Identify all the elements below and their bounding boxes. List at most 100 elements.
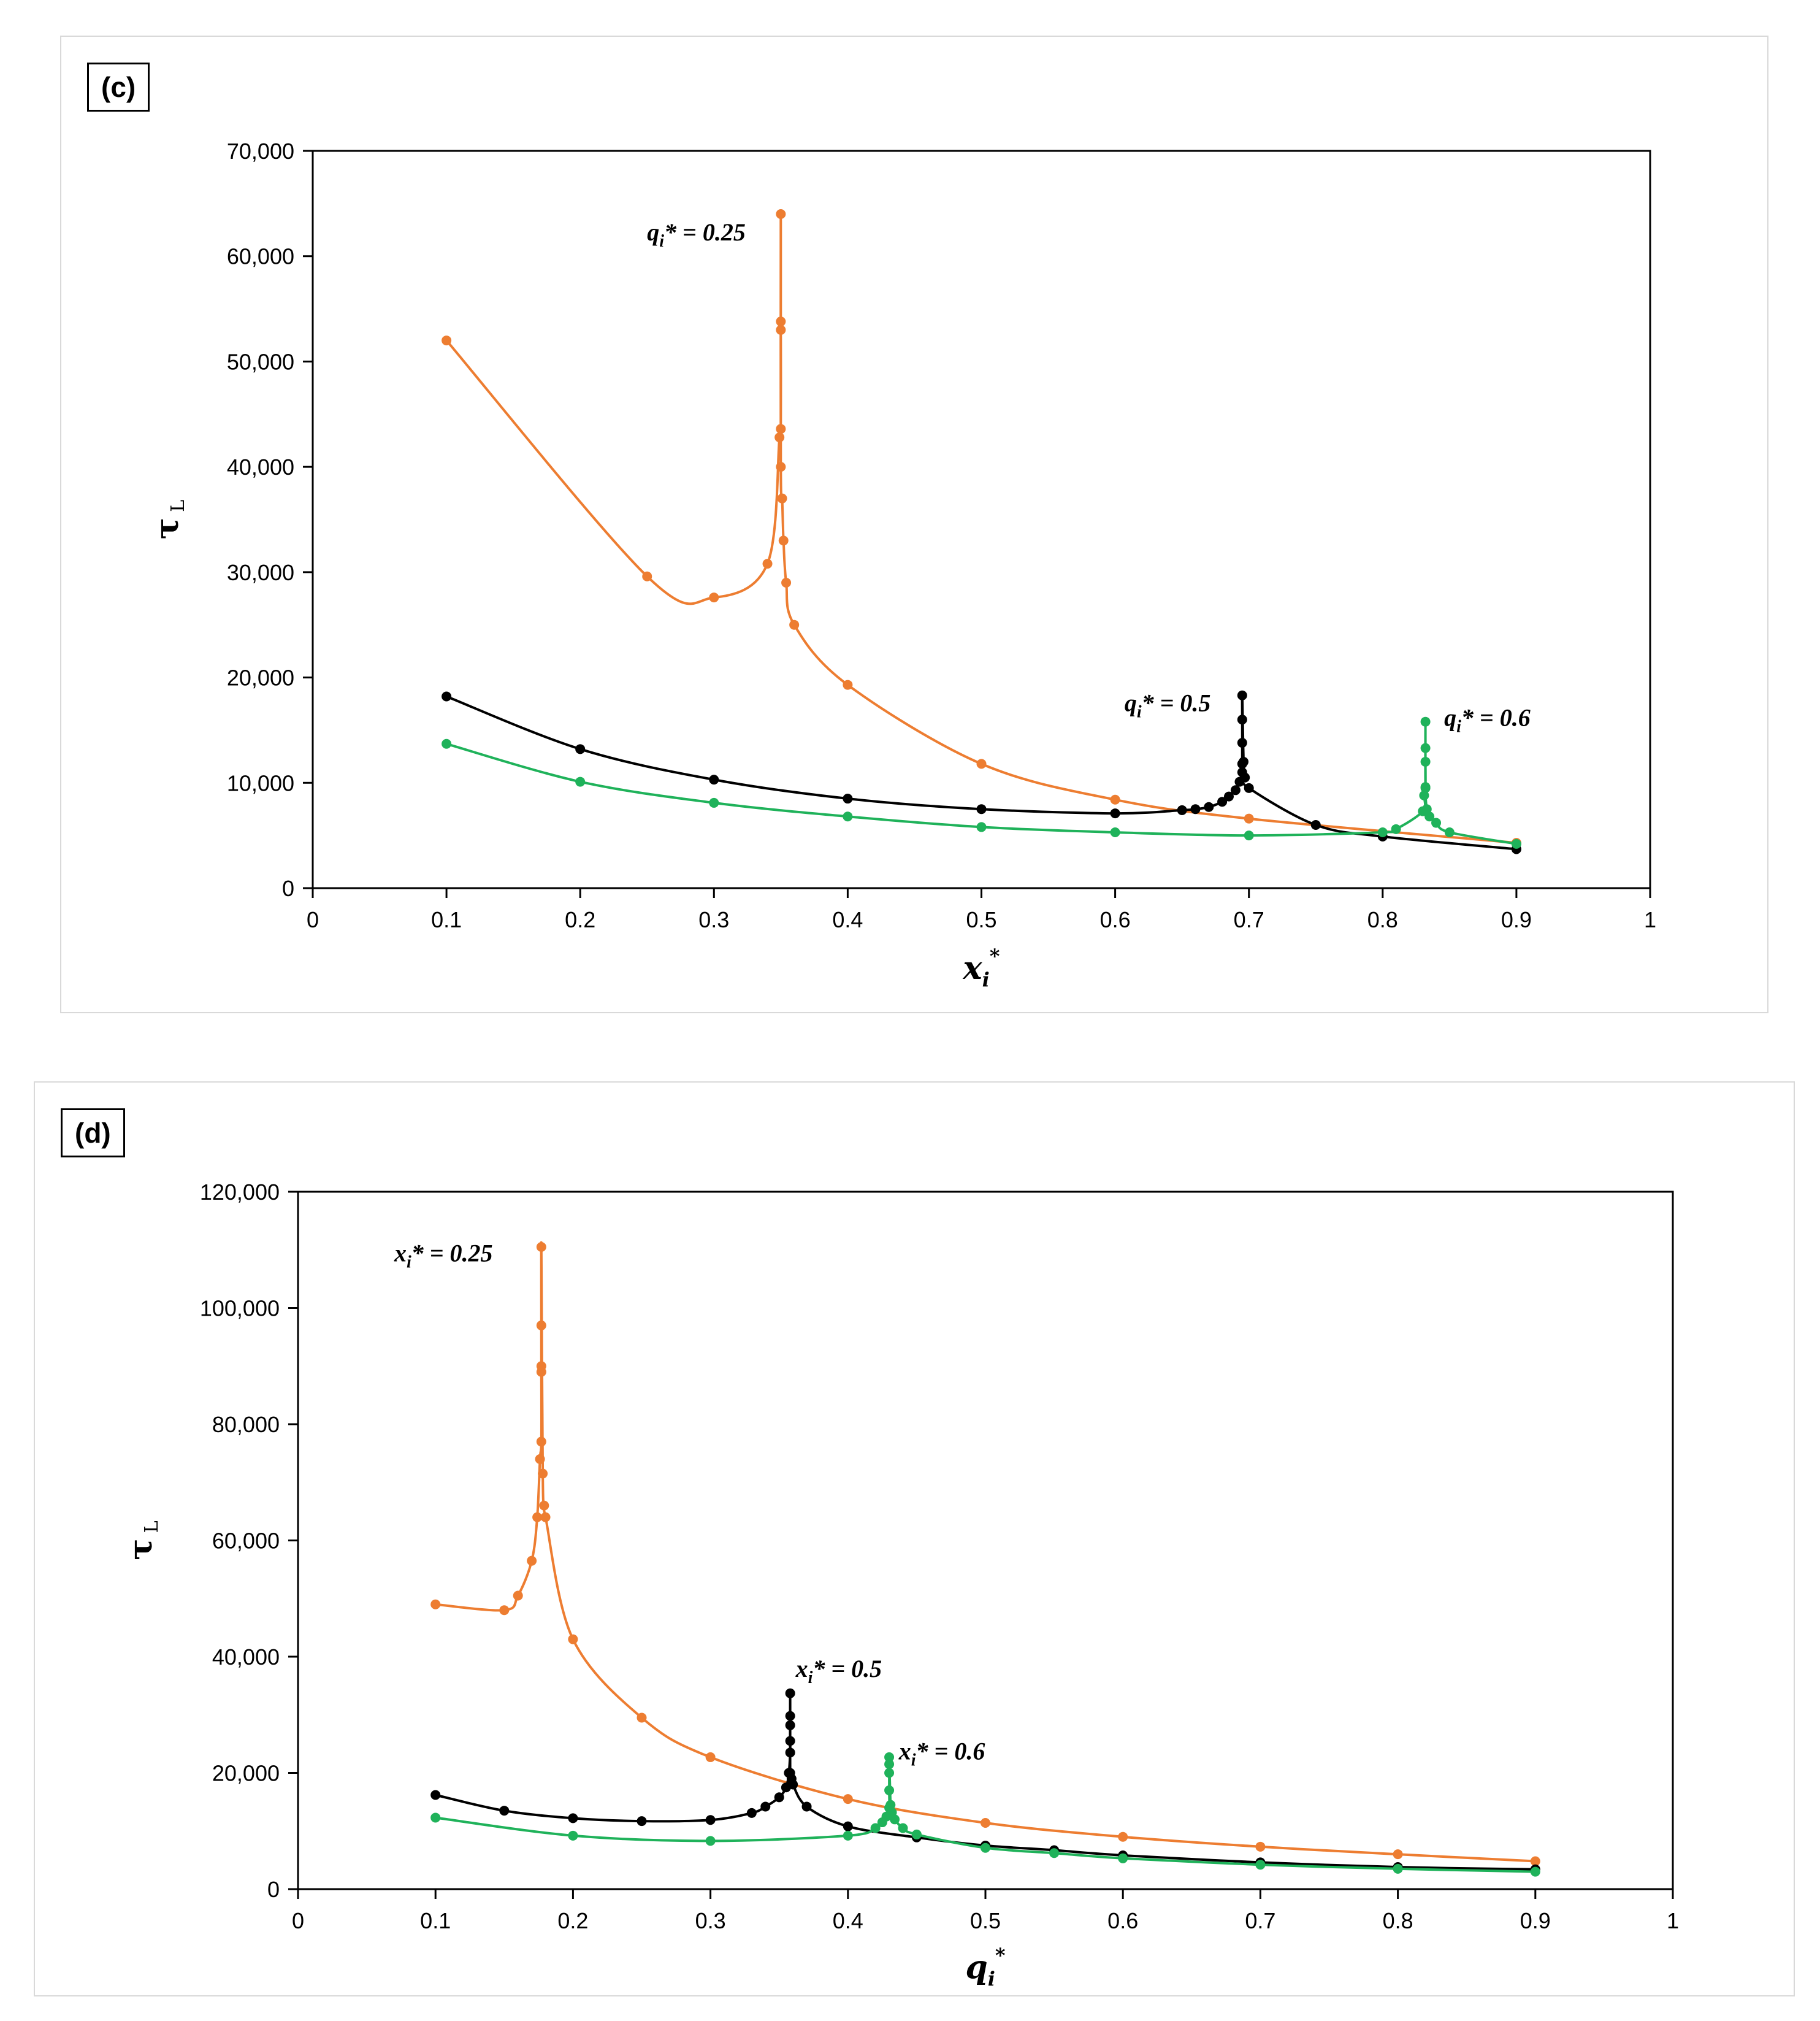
x-tick-label: 0.2 xyxy=(557,1908,588,1933)
y-tick-label: 40,000 xyxy=(212,1644,280,1670)
y-tick-label: 50,000 xyxy=(227,349,294,374)
data-point xyxy=(536,1361,546,1371)
data-point xyxy=(442,336,452,346)
data-point xyxy=(785,1711,795,1721)
data-point xyxy=(976,822,987,832)
data-point xyxy=(785,1688,795,1698)
data-point xyxy=(1419,790,1429,800)
series-line-qi*=0.25 xyxy=(445,209,1517,845)
data-point xyxy=(1511,838,1521,849)
y-tick-label: 70,000 xyxy=(227,139,294,164)
data-point xyxy=(1110,794,1120,805)
data-point xyxy=(777,493,787,504)
data-point xyxy=(1237,738,1247,748)
data-point xyxy=(976,759,987,769)
series-annotation: xi* = 0.6 xyxy=(898,1738,985,1770)
data-point xyxy=(1118,1831,1128,1842)
data-point xyxy=(843,1821,853,1831)
data-point xyxy=(781,578,792,588)
data-point xyxy=(430,1790,441,1800)
data-point xyxy=(1420,743,1431,753)
plot-area-frame xyxy=(312,150,1651,889)
data-point xyxy=(532,1512,543,1522)
data-point xyxy=(1393,1863,1403,1874)
data-point xyxy=(884,1752,895,1762)
data-point xyxy=(1118,1853,1128,1863)
chart-panel-c: (c) 0 0.1 0.2 0.3 0.4 0.5 0.6 0.7 0.8 0.9 1 0 10,000… xyxy=(60,36,1768,1013)
data-point xyxy=(1190,804,1201,815)
data-point xyxy=(1255,1860,1266,1870)
data-point xyxy=(801,1801,812,1812)
y-tick-label: 10,000 xyxy=(227,770,294,796)
data-point xyxy=(1237,690,1247,700)
data-point xyxy=(885,1800,896,1810)
data-point xyxy=(527,1555,537,1566)
x-tick-label: 0.2 xyxy=(565,907,595,932)
data-point xyxy=(568,1813,578,1824)
y-tick-label: 20,000 xyxy=(227,665,294,691)
panel-label-c: (c) xyxy=(87,63,150,112)
data-point xyxy=(760,1801,771,1812)
data-point xyxy=(776,209,786,220)
data-point xyxy=(709,775,719,785)
data-point xyxy=(746,1808,757,1818)
data-point xyxy=(499,1806,510,1816)
data-point xyxy=(1420,783,1431,793)
data-point xyxy=(1237,715,1247,725)
data-point xyxy=(1110,827,1120,837)
data-point xyxy=(843,1830,853,1841)
data-point xyxy=(539,1500,549,1511)
data-point xyxy=(536,1320,546,1330)
data-point xyxy=(884,1759,895,1770)
data-point xyxy=(536,1242,546,1252)
data-point xyxy=(1431,818,1442,828)
data-point xyxy=(774,1792,784,1803)
x-tick-label: 0.6 xyxy=(1107,1908,1138,1933)
x-tick-label: 0.1 xyxy=(420,1908,451,1933)
data-point xyxy=(1110,808,1120,819)
data-point xyxy=(430,1599,441,1609)
data-point xyxy=(785,1720,795,1730)
data-point xyxy=(442,691,452,702)
data-point xyxy=(1238,756,1248,767)
y-axis-title: τ L xyxy=(122,1521,162,1560)
chart-c: 0 0.1 0.2 0.3 0.4 0.5 0.6 0.7 0.8 0.9 1 0 10,000 20,0… xyxy=(148,139,1656,991)
y-tick-label: 100,000 xyxy=(200,1296,280,1321)
data-point xyxy=(1255,1841,1266,1852)
x-tick-label: 0.4 xyxy=(833,1908,863,1933)
data-point xyxy=(890,1814,900,1825)
x-tick-label: 0.5 xyxy=(970,1908,1001,1933)
data-point xyxy=(540,1512,551,1522)
x-tick-label: 0.3 xyxy=(698,907,729,932)
series-annotation: qi* = 0.5 xyxy=(1125,689,1211,722)
data-point xyxy=(1244,813,1254,824)
x-tick-label: 0.4 xyxy=(832,907,863,932)
data-point xyxy=(705,1815,716,1825)
data-point xyxy=(789,619,800,630)
x-tick-label: 0.3 xyxy=(695,1908,726,1933)
data-point xyxy=(884,1768,895,1778)
data-point xyxy=(1393,1849,1403,1860)
chart-panel-d: (d) 0 0.1 0.2 0.3 0.4 0.5 0.6 0.7 0.8 0.9 1 0 20,000… xyxy=(34,1081,1795,1996)
x-tick-label: 0.6 xyxy=(1100,907,1131,932)
data-point xyxy=(538,1468,548,1479)
data-point xyxy=(535,1454,545,1464)
data-point xyxy=(778,535,789,546)
data-point xyxy=(884,1785,895,1795)
x-axis-title: xi* xyxy=(963,945,1000,991)
x-tick-label: 1 xyxy=(1667,1908,1679,1933)
data-point xyxy=(776,424,786,434)
y-tick-label: 60,000 xyxy=(227,244,294,269)
data-point xyxy=(1177,805,1187,815)
x-tick-label: 0 xyxy=(292,1908,304,1933)
data-point xyxy=(568,1634,578,1644)
data-point xyxy=(785,1747,795,1758)
x-axis-title: qi* xyxy=(965,1944,1006,1990)
data-point xyxy=(1240,772,1250,783)
data-point xyxy=(1444,827,1455,837)
data-point xyxy=(1204,802,1214,812)
data-point xyxy=(637,1816,647,1827)
series-annotation: qi* = 0.6 xyxy=(1444,704,1531,737)
series-annotation: qi* = 0.25 xyxy=(647,218,746,251)
x-tick-label: 0.9 xyxy=(1520,1908,1551,1933)
